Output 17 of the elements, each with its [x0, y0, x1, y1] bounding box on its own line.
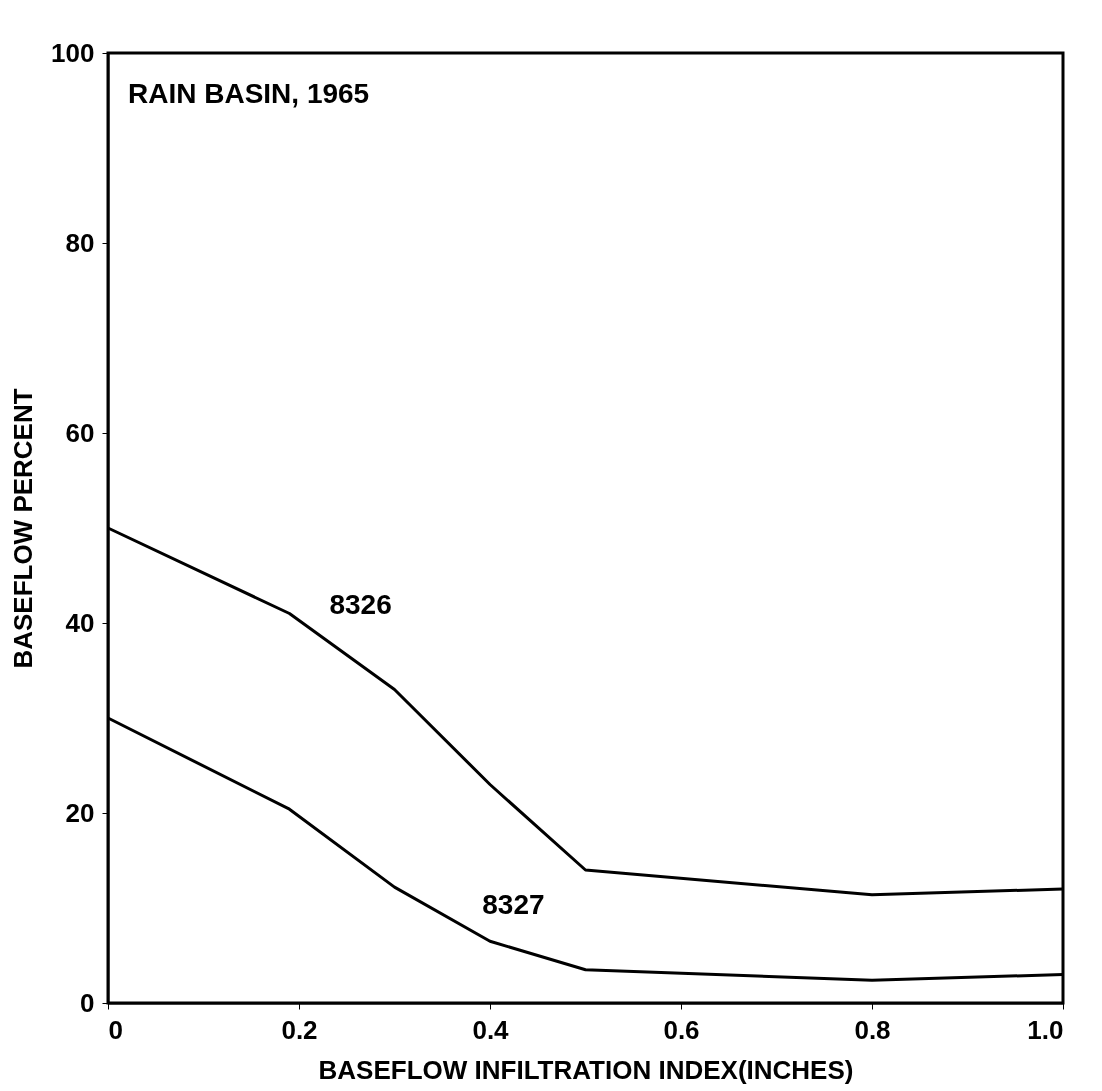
text: RAIN BASIN, 1965 — [128, 78, 370, 109]
x-tick-label: 0.8 — [854, 1014, 891, 1045]
y-tick-label: 40 — [65, 607, 95, 638]
x-tick-label: 0.4 — [472, 1014, 510, 1045]
annotation: 8327 — [482, 889, 545, 921]
y-tick-label: 20 — [65, 797, 95, 828]
x-tick-label: 1.0 — [1027, 1014, 1064, 1045]
annotation: 8326 — [329, 588, 392, 620]
x-tick-label: 0 — [108, 1014, 123, 1045]
y-tick-label: 0 — [80, 987, 95, 1018]
y-tick-label: 100 — [51, 37, 95, 68]
y-tick-label: 60 — [65, 417, 95, 448]
y-axis-title: BASEFLOW PERCENT — [8, 388, 39, 669]
x-tick-label: 0.2 — [281, 1014, 318, 1045]
x-tick-label: 0.6 — [663, 1014, 700, 1045]
y-tick-label: 80 — [65, 227, 95, 258]
x-axis-title: BASEFLOW INFILTRATION INDEX(INCHES) — [318, 1054, 854, 1085]
